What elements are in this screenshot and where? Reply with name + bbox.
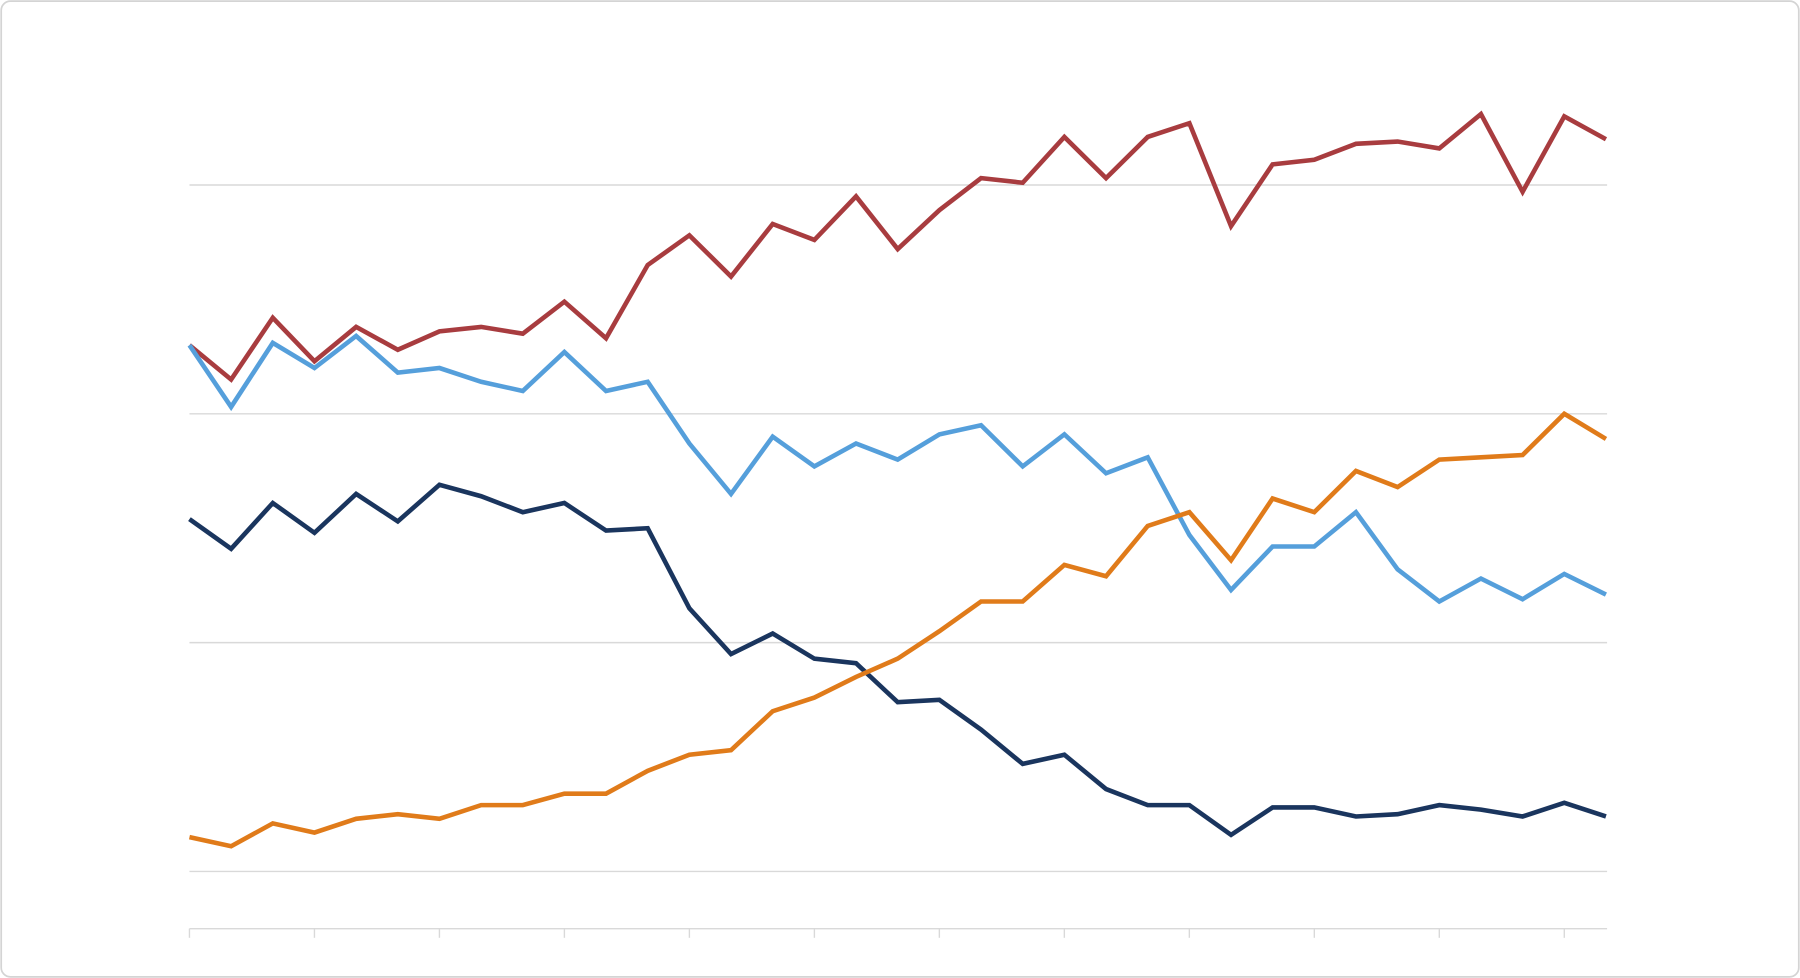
series-line [188,482,1607,838]
series-line [187,110,1608,383]
series-line [187,333,1607,605]
series-line [188,410,1608,849]
